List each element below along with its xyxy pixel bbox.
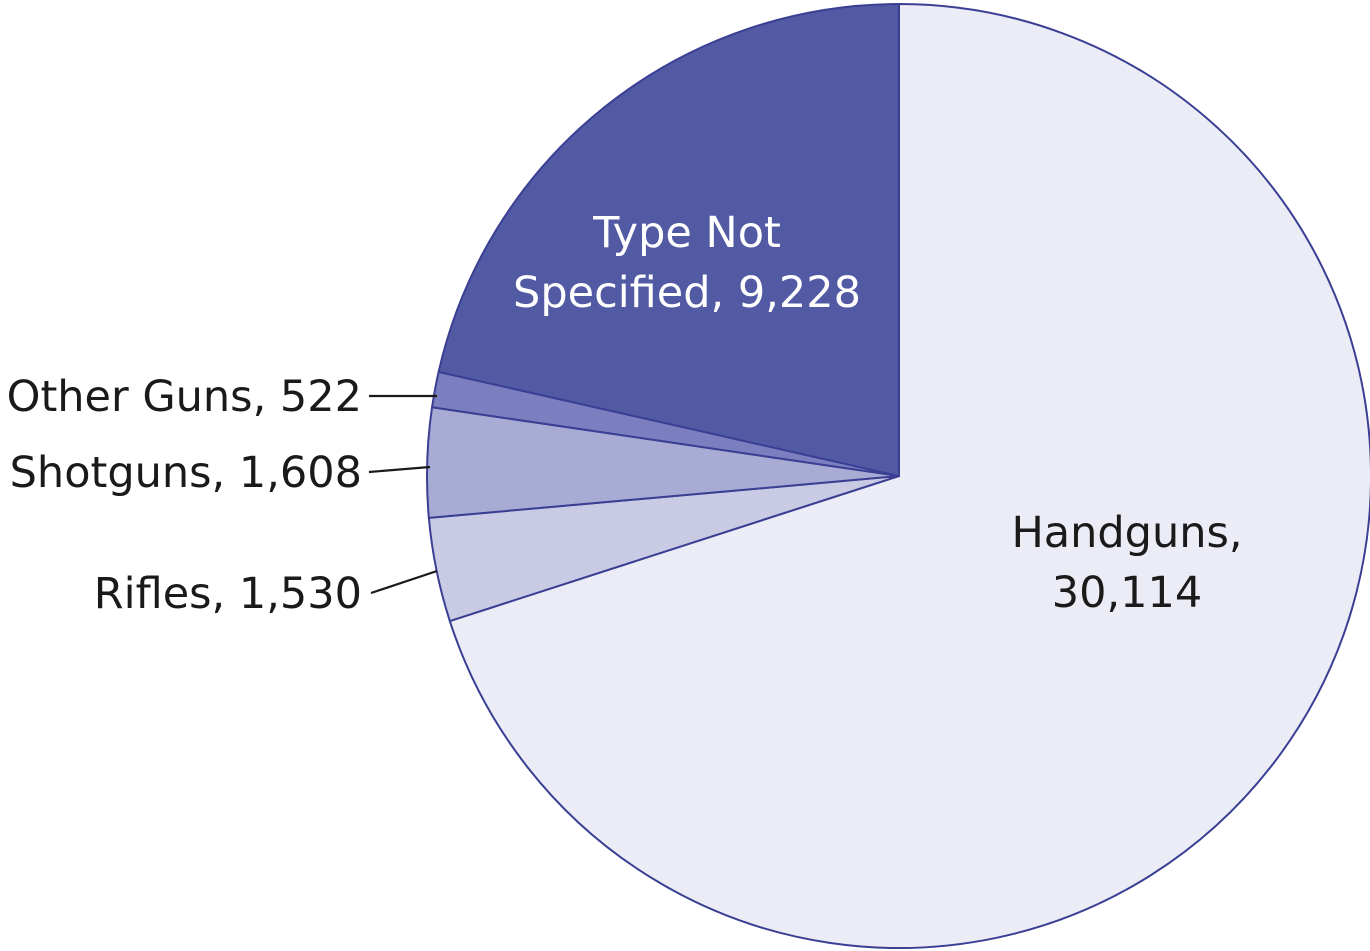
leader-line-shotguns bbox=[368, 465, 431, 474]
label-rifles: Rifles, 1,530 bbox=[94, 569, 362, 619]
label-type-not-specified-line2: Specified, 9,228 bbox=[513, 268, 861, 318]
pie-slices bbox=[426, 2, 1370, 949]
leader-line-rifles bbox=[370, 569, 438, 595]
slice-handguns bbox=[448, 2, 1370, 949]
label-type-not-specified-line1: Type Not bbox=[592, 208, 781, 258]
slice-type-not-specified bbox=[437, 2, 900, 478]
label-handguns-line2: 30,114 bbox=[1052, 568, 1202, 618]
label-other-guns: Other Guns, 522 bbox=[7, 372, 362, 422]
label-handguns-line1: Handguns, bbox=[1011, 508, 1242, 558]
label-shotguns: Shotguns, 1,608 bbox=[10, 448, 362, 498]
